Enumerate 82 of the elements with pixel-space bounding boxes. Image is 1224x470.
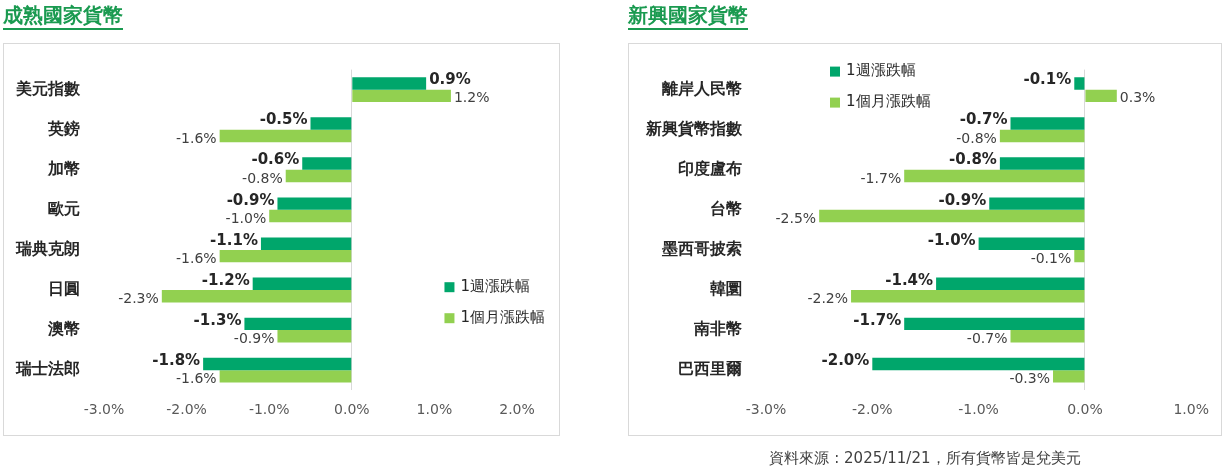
x-tick-label: -1.0% xyxy=(958,401,999,418)
x-tick-label: -3.0% xyxy=(83,401,125,418)
data-label: -1.6% xyxy=(176,370,217,387)
x-tick-label: 0.0% xyxy=(334,401,370,418)
data-label: -0.3% xyxy=(1009,370,1051,387)
data-label: -1.7% xyxy=(860,169,902,186)
y-tick-label: 韓圜 xyxy=(710,279,742,299)
x-tick-label: -3.0% xyxy=(745,401,787,418)
x-tick-label: -1.0% xyxy=(248,401,290,418)
bar xyxy=(252,277,352,291)
data-label: -1.0% xyxy=(927,230,976,249)
data-label: -1.1% xyxy=(210,230,258,249)
bar xyxy=(277,330,352,343)
x-tick-label: -2.0% xyxy=(851,401,893,418)
bar xyxy=(269,209,352,223)
data-label: -0.1% xyxy=(1023,70,1072,89)
y-tick-label: 瑞士法郎 xyxy=(15,359,80,379)
x-tick-label: 1.0% xyxy=(416,401,453,418)
data-label: -0.8% xyxy=(956,129,997,146)
bar xyxy=(219,370,352,383)
data-label: -0.9% xyxy=(938,190,987,209)
y-tick-label: 巴西里爾 xyxy=(678,359,742,379)
data-label: 0.9% xyxy=(429,70,471,89)
legend-label: 1週漲跌幅 xyxy=(846,61,916,80)
data-label: -1.4% xyxy=(885,270,934,289)
y-tick-label: 台幣 xyxy=(710,199,742,219)
bar xyxy=(277,197,352,210)
bar xyxy=(352,77,427,90)
bar xyxy=(161,290,352,303)
data-label: -0.8% xyxy=(949,150,997,169)
x-tick-label: 1.0% xyxy=(1173,401,1210,418)
data-label: -2.0% xyxy=(821,350,870,369)
data-label: -2.5% xyxy=(775,209,817,226)
data-label: -0.1% xyxy=(1030,249,1072,266)
data-label: -2.2% xyxy=(807,289,849,306)
chart-title: 新興國家貨幣 xyxy=(628,3,748,30)
chart-title: 成熟國家貨幣 xyxy=(3,3,123,30)
data-label: 0.3% xyxy=(1119,89,1156,106)
bar xyxy=(244,317,352,331)
data-label: -0.5% xyxy=(259,110,308,129)
y-tick-label: 英鎊 xyxy=(47,118,80,138)
x-tick-label: -2.0% xyxy=(166,401,207,418)
bar xyxy=(352,89,451,103)
data-label: -0.7% xyxy=(959,110,1008,129)
y-tick-label: 新興貨幣指數 xyxy=(645,118,743,138)
data-label: -1.3% xyxy=(193,310,242,329)
bar xyxy=(260,237,352,250)
y-tick-label: 南非幣 xyxy=(693,319,742,339)
data-label: 1.2% xyxy=(453,89,490,106)
y-tick-label: 美元指數 xyxy=(15,78,81,98)
y-tick-label: 印度盧布 xyxy=(678,158,742,178)
data-label: -1.2% xyxy=(201,270,250,289)
data-label: -1.7% xyxy=(853,310,902,329)
data-label: -2.3% xyxy=(118,289,159,306)
data-label: -1.6% xyxy=(176,249,217,266)
data-label: -0.7% xyxy=(966,329,1008,346)
data-label: -1.6% xyxy=(176,129,217,146)
data-label: -1.8% xyxy=(152,350,201,369)
x-tick-label: 2.0% xyxy=(499,401,535,418)
legend-label: 1個月漲跌幅 xyxy=(460,308,545,327)
y-tick-label: 加幣 xyxy=(47,158,80,178)
data-label: -0.9% xyxy=(233,329,275,346)
y-tick-label: 歐元 xyxy=(48,199,80,219)
bar xyxy=(285,169,352,183)
data-label: -1.0% xyxy=(225,209,267,226)
data-label: -0.6% xyxy=(251,150,300,169)
x-tick-label: 0.0% xyxy=(1067,401,1103,418)
bar xyxy=(203,357,352,371)
bar xyxy=(310,117,352,130)
y-tick-label: 瑞典克朗 xyxy=(15,239,80,259)
bar xyxy=(219,129,352,143)
data-label: -0.9% xyxy=(226,190,275,209)
bar xyxy=(302,157,352,170)
bar xyxy=(219,249,352,263)
source-note: 資料來源 : 2025/11/21，所有貨幣皆是兌美元 xyxy=(768,448,1082,468)
data-label: -0.8% xyxy=(242,169,283,186)
legend-label: 1個月漲跌幅 xyxy=(846,92,931,111)
y-tick-label: 離岸人民幣 xyxy=(661,78,742,98)
y-tick-label: 澳幣 xyxy=(47,319,80,339)
y-tick-label: 墨西哥披索 xyxy=(661,239,742,259)
legend-label: 1週漲跌幅 xyxy=(460,277,530,296)
y-tick-label: 日圓 xyxy=(48,279,80,299)
